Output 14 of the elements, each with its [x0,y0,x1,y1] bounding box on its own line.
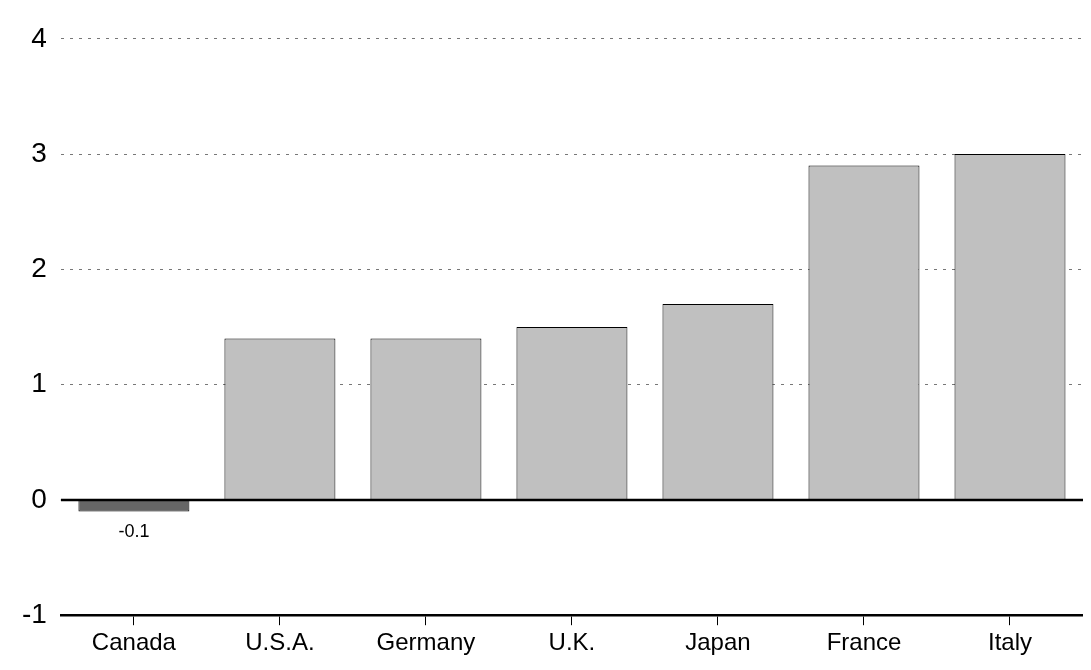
y-tick-label: 1 [31,367,47,399]
y-tick-label: 3 [31,136,47,168]
y-tick-label: 2 [31,252,47,284]
data-label: -0.1 [118,521,150,542]
y-tick-label: 4 [31,21,47,53]
x-tick-label: Japan [685,628,751,656]
x-tick-label: Canada [91,628,177,656]
x-tick-label: U.S.A. [245,628,315,656]
y-tick-label: 0 [31,482,47,514]
x-tick-label: U.K. [548,628,596,656]
x-tick-label: Italy [987,628,1032,656]
y-tick-label: -1 [21,597,47,629]
x-tick-label: Germany [376,628,476,656]
x-tick-label: France [826,628,902,656]
